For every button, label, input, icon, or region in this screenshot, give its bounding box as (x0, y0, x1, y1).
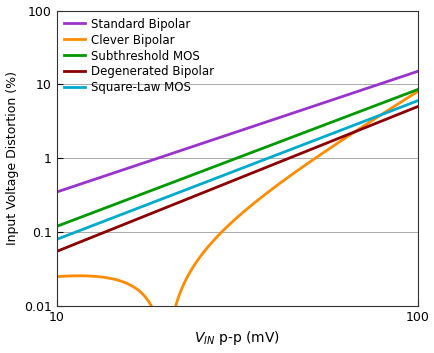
Standard Bipolar (404, 73, 409, 77)
Square-Law MOS (220, 174, 225, 178)
Square-Law MOS (54, 237, 59, 241)
Line: Degenerated Bipolar: Degenerated Bipolar (57, 107, 417, 251)
Standard Bipolar (229, 131, 234, 136)
Degenerated Bipolar (72, 242, 78, 246)
Degenerated Bipolar (54, 249, 59, 253)
Square-Law MOS (338, 128, 343, 132)
Degenerated Bipolar (220, 183, 225, 187)
Line: Subthreshold MOS: Subthreshold MOS (57, 90, 417, 226)
Subthreshold MOS (72, 217, 78, 221)
Degenerated Bipolar (338, 135, 343, 139)
Square-Law MOS (404, 103, 409, 107)
X-axis label: $V_{IN}$ p-p (mV): $V_{IN}$ p-p (mV) (194, 329, 279, 347)
Clever Bipolar (229, 220, 234, 224)
Clever Bipolar (404, 96, 409, 100)
Standard Bipolar (220, 134, 225, 139)
Subthreshold MOS (414, 88, 419, 92)
Square-Law MOS (403, 103, 408, 107)
Degenerated Bipolar (414, 104, 419, 109)
Y-axis label: Input Voltage Distortion (%): Input Voltage Distortion (%) (6, 71, 19, 245)
Subthreshold MOS (229, 158, 234, 162)
Standard Bipolar (72, 184, 78, 188)
Line: Clever Bipolar: Clever Bipolar (57, 91, 417, 353)
Clever Bipolar (72, 274, 78, 278)
Clever Bipolar (338, 139, 343, 143)
Subthreshold MOS (404, 91, 409, 96)
Square-Law MOS (229, 170, 234, 174)
Subthreshold MOS (54, 224, 59, 228)
Legend: Standard Bipolar, Clever Bipolar, Subthreshold MOS, Degenerated Bipolar, Square-: Standard Bipolar, Clever Bipolar, Subthr… (60, 14, 217, 98)
Subthreshold MOS (403, 91, 408, 96)
Line: Standard Bipolar: Standard Bipolar (57, 71, 417, 192)
Degenerated Bipolar (404, 109, 409, 113)
Clever Bipolar (54, 275, 59, 279)
Square-Law MOS (72, 230, 78, 234)
Square-Law MOS (414, 99, 419, 103)
Standard Bipolar (414, 69, 419, 73)
Standard Bipolar (338, 95, 343, 99)
Clever Bipolar (414, 89, 419, 94)
Subthreshold MOS (220, 161, 225, 166)
Standard Bipolar (403, 73, 408, 77)
Clever Bipolar (404, 96, 409, 100)
Standard Bipolar (54, 190, 59, 194)
Subthreshold MOS (338, 116, 343, 121)
Degenerated Bipolar (229, 179, 234, 183)
Degenerated Bipolar (403, 109, 408, 113)
Clever Bipolar (220, 229, 225, 233)
Line: Square-Law MOS: Square-Law MOS (57, 101, 417, 239)
